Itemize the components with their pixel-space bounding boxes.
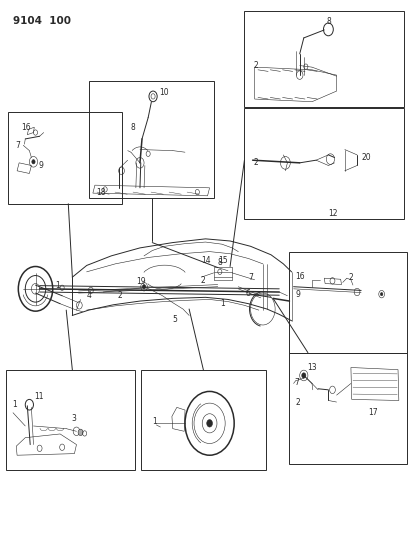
Text: 1: 1 xyxy=(220,299,224,308)
Text: 8: 8 xyxy=(131,123,136,132)
Text: 1: 1 xyxy=(12,400,17,409)
Text: 10: 10 xyxy=(159,87,169,96)
Text: 1: 1 xyxy=(55,280,60,289)
Text: 20: 20 xyxy=(361,153,371,162)
Text: 6: 6 xyxy=(246,288,251,297)
Text: 2: 2 xyxy=(118,291,122,300)
Text: 1: 1 xyxy=(152,417,157,426)
Bar xyxy=(89,82,214,198)
Text: 16: 16 xyxy=(21,123,31,132)
Text: 2: 2 xyxy=(254,61,258,70)
Text: 3: 3 xyxy=(71,414,76,423)
Bar xyxy=(6,370,135,470)
Text: 2: 2 xyxy=(201,276,206,285)
Circle shape xyxy=(143,285,145,289)
Bar xyxy=(289,252,407,353)
Circle shape xyxy=(381,293,383,296)
Text: 18: 18 xyxy=(97,188,106,197)
Text: 15: 15 xyxy=(218,256,227,264)
Bar xyxy=(141,370,266,470)
Bar xyxy=(245,11,404,107)
Bar xyxy=(245,108,404,219)
Text: 8: 8 xyxy=(327,18,332,27)
Text: 7: 7 xyxy=(249,273,254,281)
Bar xyxy=(289,353,407,464)
Text: 8: 8 xyxy=(218,259,222,267)
Text: 9: 9 xyxy=(296,289,300,298)
Text: 2: 2 xyxy=(348,273,353,281)
Text: 17: 17 xyxy=(369,408,378,417)
Text: 13: 13 xyxy=(307,363,317,372)
Circle shape xyxy=(207,419,212,427)
Text: 2: 2 xyxy=(254,158,258,167)
Circle shape xyxy=(78,429,83,435)
Text: 5: 5 xyxy=(173,315,178,324)
Circle shape xyxy=(302,373,306,378)
Text: 7: 7 xyxy=(295,378,300,387)
Text: 11: 11 xyxy=(34,392,44,401)
Text: 4: 4 xyxy=(87,291,92,300)
Text: 9: 9 xyxy=(38,161,43,170)
Circle shape xyxy=(32,160,35,164)
Text: 14: 14 xyxy=(201,256,211,264)
Text: 7: 7 xyxy=(15,141,20,150)
Text: 12: 12 xyxy=(328,209,338,218)
Text: 16: 16 xyxy=(295,272,305,280)
Text: 9104  100: 9104 100 xyxy=(13,16,71,26)
Text: 2: 2 xyxy=(296,398,300,407)
Text: 19: 19 xyxy=(136,277,145,286)
Bar xyxy=(8,112,122,204)
